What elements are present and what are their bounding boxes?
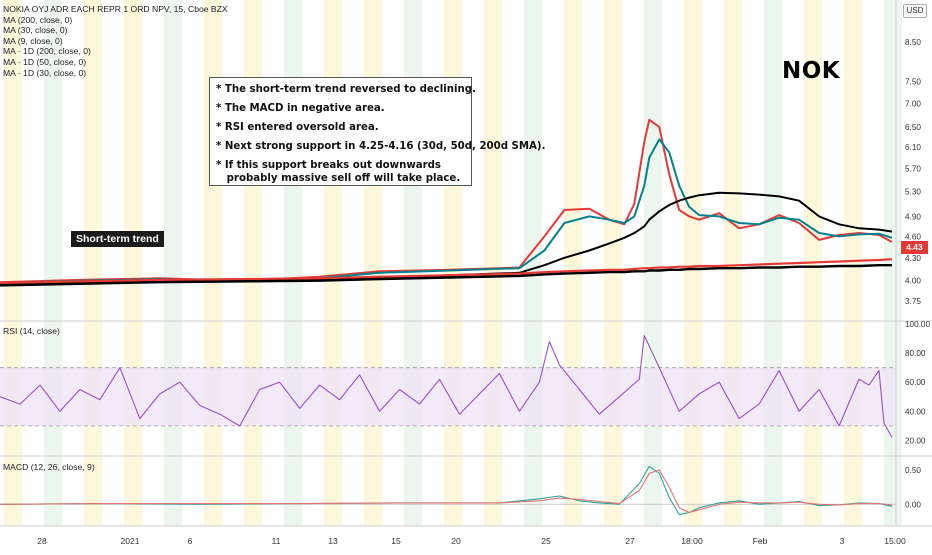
session-shade	[564, 0, 582, 526]
session-shade	[164, 0, 182, 526]
rsi-band	[0, 367, 896, 426]
price-tick-label: 7.00	[905, 100, 921, 109]
price-tick-label: 8.50	[905, 38, 921, 47]
last-price-tag: 4.43	[901, 241, 928, 254]
session-shade	[844, 0, 862, 526]
ticker-label: NOK	[782, 58, 841, 84]
session-shade	[604, 0, 622, 526]
macd-tick-label: 0.00	[905, 500, 921, 509]
session-shade	[684, 0, 702, 526]
legend-ma-9[interactable]: MA (9, close, 0)	[3, 35, 63, 46]
rsi-tick-label: 20.00	[905, 436, 926, 445]
session-shade	[4, 0, 22, 526]
legend-ma-30[interactable]: MA (30, close, 0)	[3, 25, 68, 36]
x-tick-label: 3	[840, 536, 845, 546]
session-shade	[724, 0, 742, 526]
x-tick-label: 18:00	[681, 536, 703, 546]
note-line: * The short-term trend reversed to decli…	[216, 84, 476, 95]
session-shade	[44, 0, 62, 526]
annotation-box[interactable]: * The short-term trend reversed to decli…	[209, 77, 546, 186]
symbol-title: NOKIA OYJ ADR EACH REPR 1 ORD NPV, 15, C…	[3, 4, 228, 14]
legend-ma-1d-200[interactable]: MA · 1D (200, close, 0)	[3, 46, 91, 57]
macd-tick-label: 0.50	[905, 466, 921, 475]
price-series-line	[0, 138, 893, 284]
price-tick-label: 5.70	[905, 165, 921, 174]
legend-ma-1d-50[interactable]: MA · 1D (50, close, 0)	[3, 56, 87, 67]
price-series-line	[0, 118, 893, 284]
note-line: * RSI entered oversold area.	[216, 122, 379, 133]
axis-layer: 8.50 7.50 7.00 6.50 6.10 5.70 5.30 4.90 4.60 4.30…	[37, 38, 930, 546]
x-tick-label: 25	[541, 536, 551, 546]
session-shade	[124, 0, 142, 526]
price-tick-label: 6.10	[905, 143, 921, 152]
macd-panel-title[interactable]: MACD (12, 26, close, 9)	[3, 462, 95, 472]
legend-ma-1d-30[interactable]: MA · 1D (30, close, 0)	[3, 67, 87, 78]
session-shade	[644, 0, 662, 526]
price-tick-label: 4.90	[905, 212, 921, 221]
short-term-trend-label[interactable]: Short-term trend	[71, 231, 164, 247]
price-tick-label: 5.30	[905, 188, 921, 197]
x-tick-label: 13	[328, 536, 338, 546]
price-series-line	[0, 264, 892, 287]
currency-badge[interactable]: USD	[903, 4, 927, 18]
price-tick-label: 4.60	[905, 232, 921, 241]
price-tick-label: 7.50	[905, 78, 921, 87]
price-tick-label: 4.30	[905, 254, 921, 263]
price-tick-label: 6.50	[905, 123, 921, 132]
x-tick-label: 20	[451, 536, 461, 546]
x-tick-label: 15	[391, 536, 401, 546]
price-tick-label: 3.75	[905, 297, 921, 306]
rsi-tick-label: 60.00	[905, 378, 926, 387]
session-shade	[84, 0, 102, 526]
x-tick-label: Feb	[753, 536, 768, 546]
session-shade	[884, 0, 902, 526]
x-tick-label: 27	[625, 536, 635, 546]
indicator-legend: NOKIA OYJ ADR EACH REPR 1 ORD NPV, 15, C…	[3, 4, 228, 78]
rsi-line	[0, 335, 893, 438]
legend-ma-200[interactable]: MA (200, close, 0)	[3, 14, 73, 25]
x-tick-label: 6	[188, 536, 193, 546]
x-tick-label: 28	[37, 536, 47, 546]
note-line: * Next strong support in 4.25-4.16 (30d,…	[216, 141, 546, 152]
x-tick-label: 2021	[120, 536, 139, 546]
rsi-tick-label: 100.00	[905, 320, 930, 329]
signal-line	[0, 469, 893, 514]
note-line: * If this support breaks out downwards p…	[216, 160, 461, 184]
rsi-tick-label: 40.00	[905, 407, 926, 416]
session-shade	[484, 0, 502, 526]
x-tick-label: 15:00	[884, 536, 906, 546]
rsi-tick-label: 80.00	[905, 349, 926, 358]
price-tick-label: 4.00	[905, 277, 921, 286]
note-line: * The MACD in negative area.	[216, 103, 385, 114]
rsi-panel-title[interactable]: RSI (14, close)	[3, 326, 60, 336]
price-series-line	[0, 258, 893, 285]
series-layer	[0, 118, 893, 516]
x-tick-label: 11	[272, 536, 281, 546]
